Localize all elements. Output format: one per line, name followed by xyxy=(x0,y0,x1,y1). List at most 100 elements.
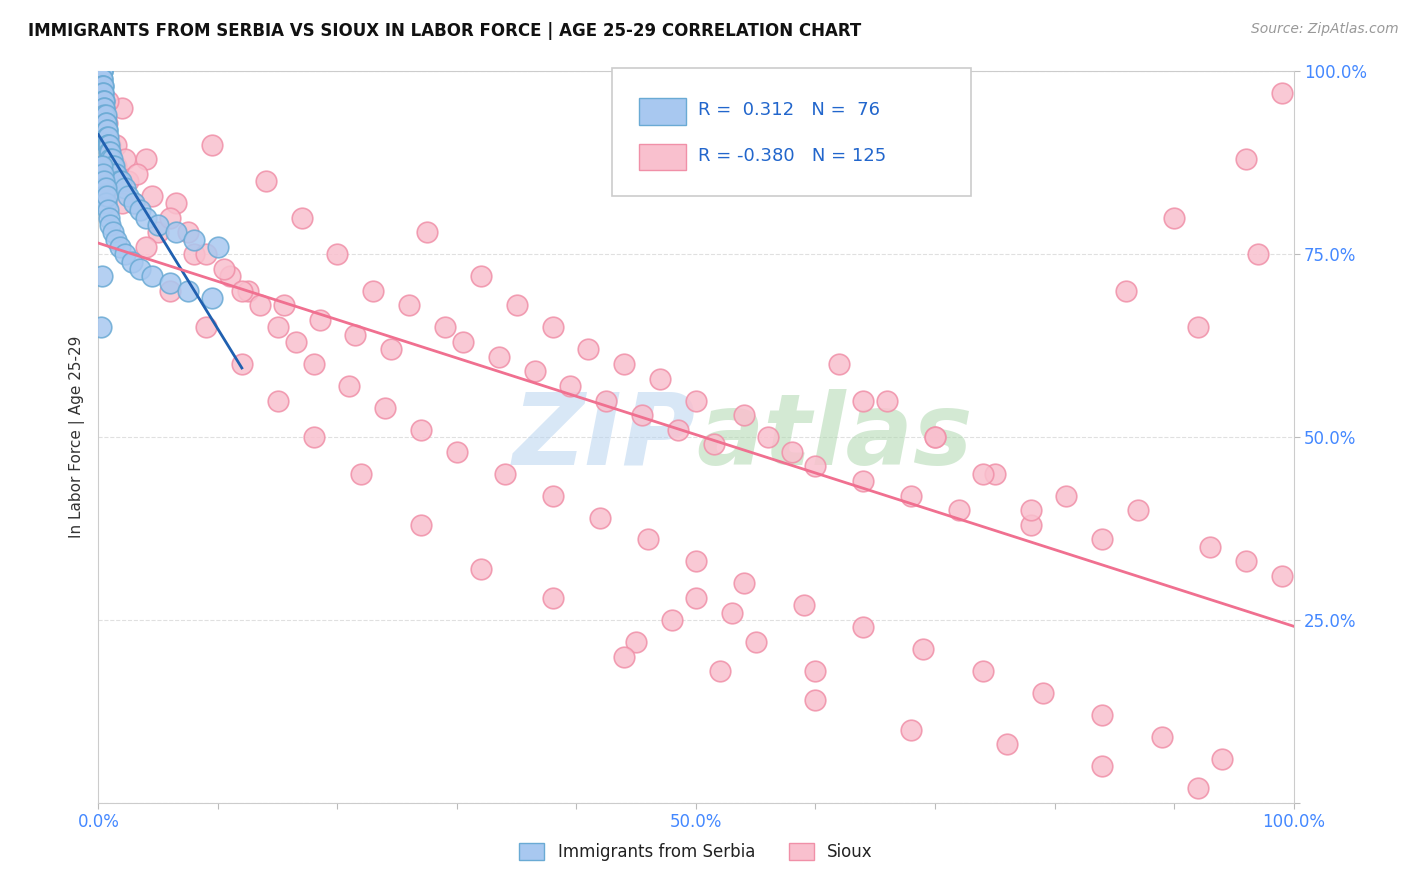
Point xyxy=(90,64,112,78)
Point xyxy=(560,379,582,393)
Point xyxy=(1019,503,1042,517)
Point xyxy=(94,181,117,195)
Point xyxy=(121,254,143,268)
Text: atlas: atlas xyxy=(696,389,973,485)
Point xyxy=(91,94,114,108)
Point xyxy=(111,101,134,115)
Point xyxy=(125,167,148,181)
Point xyxy=(302,357,325,371)
Point xyxy=(1115,284,1137,298)
Point xyxy=(852,620,875,634)
Point xyxy=(117,188,139,202)
Point xyxy=(219,269,242,284)
Point xyxy=(114,247,136,261)
Point xyxy=(541,591,564,605)
Point xyxy=(105,137,128,152)
Point xyxy=(94,196,117,211)
Point xyxy=(900,489,922,503)
Point xyxy=(302,430,325,444)
Point xyxy=(380,343,402,357)
Point xyxy=(411,517,433,532)
Point xyxy=(111,196,134,211)
Point xyxy=(93,101,115,115)
Point xyxy=(91,64,114,78)
Point xyxy=(93,94,115,108)
Point xyxy=(93,108,115,122)
Point xyxy=(231,357,253,371)
Point xyxy=(98,218,122,232)
Point xyxy=(98,145,121,159)
Point xyxy=(97,137,120,152)
Point xyxy=(249,298,271,312)
Point xyxy=(101,225,124,239)
Point xyxy=(506,298,529,312)
Point xyxy=(267,393,290,408)
Point xyxy=(124,196,146,211)
Point xyxy=(97,137,120,152)
Point xyxy=(1187,781,1209,796)
Point xyxy=(1234,152,1257,166)
Point xyxy=(637,533,659,547)
Point xyxy=(159,277,181,291)
Point xyxy=(291,211,314,225)
Point xyxy=(135,211,157,225)
Point xyxy=(129,261,152,276)
Point xyxy=(900,723,922,737)
Point xyxy=(183,247,205,261)
Point xyxy=(1187,320,1209,334)
Point xyxy=(1019,517,1042,532)
Point xyxy=(96,123,118,137)
Point xyxy=(114,152,136,166)
Point xyxy=(108,240,131,254)
Point xyxy=(411,423,433,437)
Point xyxy=(165,196,187,211)
Point xyxy=(148,218,170,232)
Point xyxy=(488,350,510,364)
Point xyxy=(685,554,707,568)
Point xyxy=(852,474,875,488)
Point xyxy=(451,334,474,349)
Point xyxy=(135,152,157,166)
Point xyxy=(631,408,654,422)
Point xyxy=(284,334,307,349)
Point xyxy=(91,87,114,101)
Point xyxy=(911,642,934,657)
Text: R =  0.312   N =  76: R = 0.312 N = 76 xyxy=(699,102,880,120)
Point xyxy=(666,423,689,437)
Point xyxy=(661,613,683,627)
Point xyxy=(91,87,114,101)
Point xyxy=(98,137,121,152)
Point xyxy=(972,467,994,481)
Point xyxy=(91,181,114,195)
Point xyxy=(613,649,636,664)
Text: R = -0.380   N = 125: R = -0.380 N = 125 xyxy=(699,146,887,165)
Point xyxy=(326,247,349,261)
Point xyxy=(159,211,181,225)
Point xyxy=(207,240,229,254)
Point xyxy=(339,379,361,393)
Point xyxy=(1091,708,1114,723)
Point xyxy=(97,130,120,145)
Point xyxy=(745,635,768,649)
Point xyxy=(90,78,112,93)
Point xyxy=(350,467,373,481)
Point xyxy=(105,160,128,174)
Point xyxy=(91,174,114,188)
Point xyxy=(924,430,946,444)
Point xyxy=(1091,759,1114,773)
Point xyxy=(98,152,122,166)
Point xyxy=(195,247,218,261)
Point xyxy=(212,261,235,276)
Point xyxy=(107,174,129,188)
Point xyxy=(595,393,617,408)
Point xyxy=(793,599,815,613)
Point xyxy=(1128,503,1150,517)
Point xyxy=(254,174,277,188)
Point xyxy=(96,188,118,202)
Point xyxy=(685,591,707,605)
Point xyxy=(117,174,139,188)
Point xyxy=(177,284,200,298)
Point xyxy=(90,160,112,174)
Point xyxy=(97,94,120,108)
Point xyxy=(494,467,516,481)
